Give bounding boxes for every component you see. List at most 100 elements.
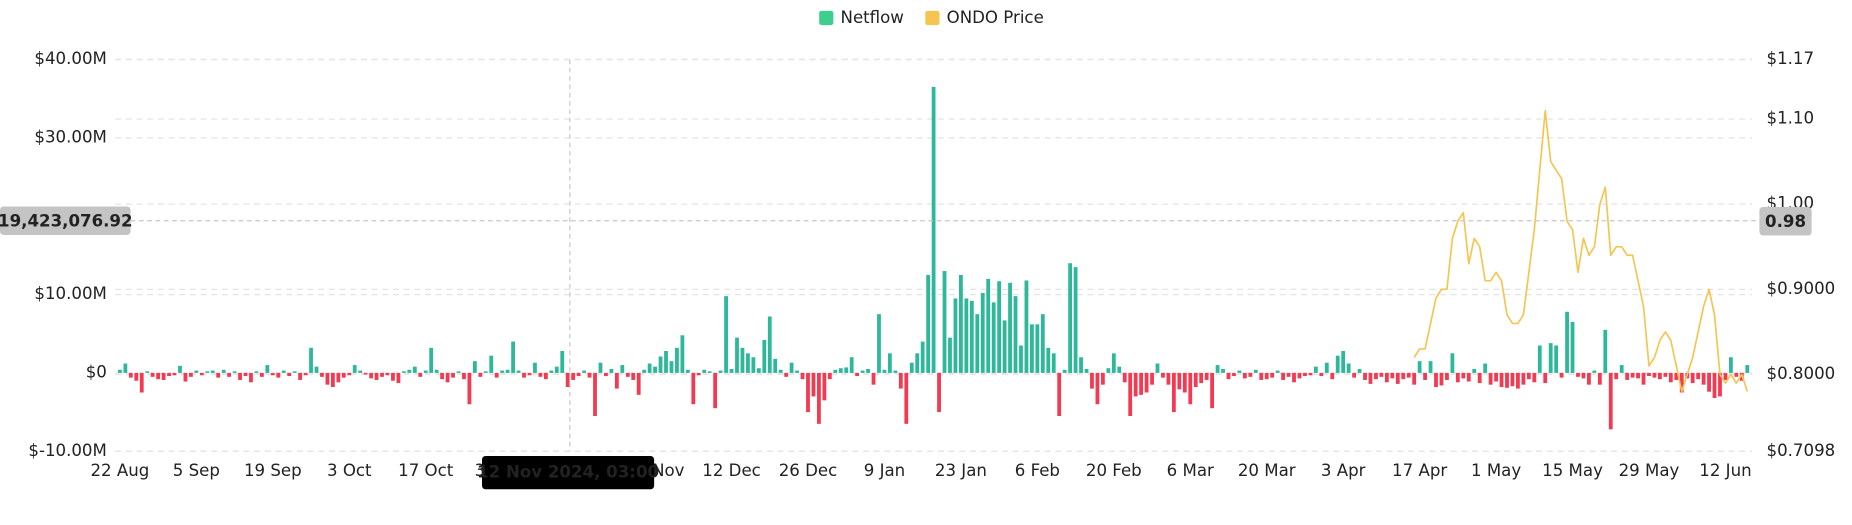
netflow-bar [1259, 372, 1264, 380]
netflow-bar [314, 366, 319, 373]
netflow-bar [789, 362, 794, 373]
netflow-bar [1324, 362, 1329, 373]
netflow-bar [292, 371, 297, 373]
netflow-bar [576, 372, 581, 377]
netflow-bar [1117, 366, 1122, 373]
netflow-bar [434, 369, 439, 373]
y2-tick-label: $1.10 [1767, 109, 1815, 128]
netflow-bar [1532, 372, 1537, 383]
netflow-bar [756, 368, 761, 373]
netflow-bar [183, 372, 188, 382]
netflow-bar [1526, 372, 1531, 380]
netflow-bar [898, 372, 903, 389]
netflow-bar [1024, 280, 1029, 373]
netflow-bar [920, 341, 925, 373]
netflow-bar [478, 372, 483, 377]
netflow-bar [942, 271, 947, 373]
netflow-bar [795, 370, 799, 373]
netflow-bar [980, 292, 985, 373]
netflow-bar [232, 371, 237, 373]
netflow-bar [691, 372, 696, 405]
netflow-bar [1019, 345, 1023, 373]
legend-swatch [925, 10, 940, 26]
netflow-bar [336, 372, 341, 383]
netflow-bar [1406, 372, 1411, 378]
netflow-bar [347, 372, 352, 376]
x-tick-label: 20 Feb [1086, 461, 1142, 480]
crosshair-y2-label: 0.98 [1765, 212, 1806, 231]
netflow-bar [265, 365, 270, 373]
netflow-bar [1242, 372, 1247, 379]
netflow-bar [833, 369, 838, 373]
netflow-bar [849, 357, 854, 373]
netflow-bar [380, 372, 384, 377]
netflow-bar [713, 372, 718, 409]
netflow-bar [456, 371, 461, 373]
netflow-bar [298, 372, 303, 380]
netflow-bar [1510, 372, 1515, 387]
netflow-bar [582, 370, 586, 373]
netflow-bar [1445, 372, 1449, 380]
netflow-bar [1674, 372, 1679, 380]
netflow-bar [1166, 372, 1171, 385]
netflow-bar [1303, 372, 1307, 377]
netflow-bar [948, 337, 952, 373]
x-tick-label: 29 May [1619, 461, 1680, 480]
x-tick-label: 9 Jan [864, 461, 905, 480]
netflow-bar [227, 372, 232, 377]
netflow-bar [472, 361, 477, 373]
x-tick-label: 17 Apr [1392, 461, 1447, 480]
netflow-bar [778, 369, 783, 373]
netflow-bar [1144, 372, 1149, 393]
netflow-bar [418, 372, 423, 377]
netflow-bar [1603, 329, 1608, 373]
crosshair-x-box [481, 456, 655, 490]
netflow-bar [1210, 372, 1215, 409]
netflow-bar [647, 363, 652, 373]
netflow-bar [1330, 372, 1335, 380]
netflow-bar [249, 372, 253, 383]
netflow-bar [560, 350, 565, 373]
netflow-bar [1171, 372, 1176, 413]
netflow-bar [909, 362, 914, 373]
legend-label: Netflow [841, 8, 904, 27]
netflow-bar [1188, 372, 1193, 405]
x-tick-label: 3 Apr [1321, 461, 1366, 480]
netflow-bar [877, 314, 881, 373]
netflow-bar [145, 371, 150, 373]
netflow-bar [1570, 321, 1575, 373]
netflow-bar [593, 372, 597, 417]
netflow-bar [1368, 372, 1373, 384]
netflow-bar [1455, 372, 1460, 383]
netflow-bar [620, 365, 625, 373]
netflow-bar [844, 367, 849, 373]
netflow-bar [860, 370, 865, 373]
netflow-bar [1357, 368, 1362, 373]
netflow-bar [1155, 363, 1160, 373]
netflow-bar [1597, 372, 1602, 385]
netflow-bar [1346, 363, 1351, 373]
netflow-bar [1013, 296, 1018, 373]
netflow-bar [762, 339, 767, 373]
netflow-bar [1668, 372, 1673, 383]
netflow-bar [538, 372, 543, 377]
netflow-bar [625, 372, 630, 377]
netflow-bar [740, 347, 745, 373]
netflow-bar [287, 372, 292, 377]
netflow-bar [429, 347, 434, 373]
netflow-bar [363, 372, 368, 375]
netflow-bar [685, 369, 690, 373]
netflow-bar [1723, 372, 1728, 380]
netflow-bar [1701, 372, 1706, 385]
netflow-bar [276, 372, 281, 378]
netflow-bar [1008, 282, 1012, 373]
x-tick-label: 17 Oct [398, 461, 454, 480]
netflow-bar [494, 372, 499, 378]
netflow-bar [320, 372, 324, 377]
netflow-bar [587, 372, 592, 378]
netflow-bar [374, 372, 379, 380]
netflow-bar [385, 372, 390, 376]
netflow-bar [1133, 372, 1138, 397]
netflow-bar [216, 372, 221, 378]
netflow-bar [178, 365, 182, 373]
